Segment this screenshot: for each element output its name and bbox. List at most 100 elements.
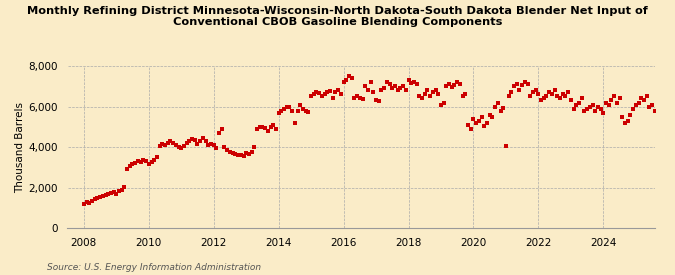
Point: [435, 102, 446, 107]
Point: [419, 92, 430, 97]
Point: [582, 106, 593, 111]
Point: [641, 94, 652, 99]
Text: Monthly Refining District Minnesota-Wisconsin-North Dakota-South Dakota Blender : Monthly Refining District Minnesota-Wisc…: [27, 6, 648, 27]
Point: [211, 146, 222, 150]
Point: [122, 167, 132, 172]
Point: [365, 80, 376, 84]
Point: [303, 109, 314, 114]
Point: [200, 139, 211, 143]
Point: [598, 111, 609, 115]
Point: [249, 145, 260, 149]
Point: [425, 94, 435, 99]
Point: [649, 108, 660, 113]
Point: [520, 80, 531, 84]
Point: [227, 151, 238, 155]
Point: [308, 92, 319, 97]
Point: [376, 88, 387, 92]
Point: [273, 111, 284, 115]
Point: [525, 94, 536, 99]
Point: [454, 82, 465, 86]
Point: [609, 94, 620, 99]
Point: [105, 191, 116, 195]
Point: [290, 120, 300, 125]
Point: [194, 139, 205, 143]
Point: [603, 102, 614, 107]
Point: [416, 96, 427, 101]
Point: [574, 100, 585, 105]
Point: [349, 96, 360, 101]
Point: [281, 104, 292, 109]
Point: [549, 88, 560, 92]
Point: [279, 106, 290, 111]
Point: [441, 84, 452, 89]
Point: [536, 98, 547, 103]
Point: [119, 185, 130, 189]
Point: [403, 78, 414, 82]
Point: [352, 94, 362, 99]
Point: [360, 84, 371, 89]
Point: [362, 88, 373, 92]
Point: [595, 106, 606, 111]
Point: [330, 90, 341, 95]
Point: [506, 90, 516, 95]
Point: [103, 192, 113, 196]
Point: [443, 82, 454, 86]
Point: [127, 162, 138, 167]
Point: [371, 98, 381, 103]
Point: [468, 117, 479, 121]
Point: [381, 80, 392, 84]
Point: [593, 104, 603, 109]
Point: [633, 100, 644, 105]
Point: [271, 127, 281, 131]
Point: [135, 160, 146, 164]
Point: [490, 104, 501, 109]
Point: [514, 88, 525, 92]
Point: [181, 141, 192, 145]
Point: [398, 84, 408, 89]
Point: [184, 139, 194, 143]
Point: [601, 100, 612, 105]
Point: [487, 114, 498, 119]
Point: [544, 90, 555, 95]
Point: [287, 108, 298, 113]
Point: [579, 108, 590, 113]
Point: [476, 114, 487, 119]
Point: [647, 102, 657, 107]
Point: [493, 100, 504, 105]
Point: [563, 90, 574, 95]
Point: [148, 158, 159, 163]
Point: [408, 80, 419, 84]
Point: [225, 150, 236, 154]
Point: [138, 158, 148, 163]
Point: [422, 88, 433, 92]
Point: [552, 94, 563, 99]
Point: [311, 90, 322, 95]
Point: [522, 82, 533, 86]
Point: [452, 80, 462, 84]
Point: [219, 145, 230, 149]
Point: [84, 201, 95, 205]
Point: [511, 82, 522, 86]
Point: [154, 144, 165, 148]
Point: [528, 90, 539, 95]
Point: [457, 94, 468, 99]
Point: [241, 151, 252, 155]
Point: [674, 100, 675, 105]
Y-axis label: Thousand Barrels: Thousand Barrels: [16, 102, 26, 192]
Point: [114, 189, 125, 193]
Point: [668, 98, 675, 103]
Point: [644, 104, 655, 109]
Point: [400, 88, 411, 92]
Point: [373, 99, 384, 104]
Point: [97, 194, 108, 198]
Point: [171, 143, 182, 147]
Point: [395, 86, 406, 90]
Point: [217, 127, 227, 131]
Point: [495, 108, 506, 113]
Point: [346, 76, 357, 80]
Point: [533, 92, 544, 97]
Point: [357, 97, 368, 102]
Point: [389, 84, 400, 89]
Point: [612, 100, 622, 105]
Point: [333, 88, 344, 92]
